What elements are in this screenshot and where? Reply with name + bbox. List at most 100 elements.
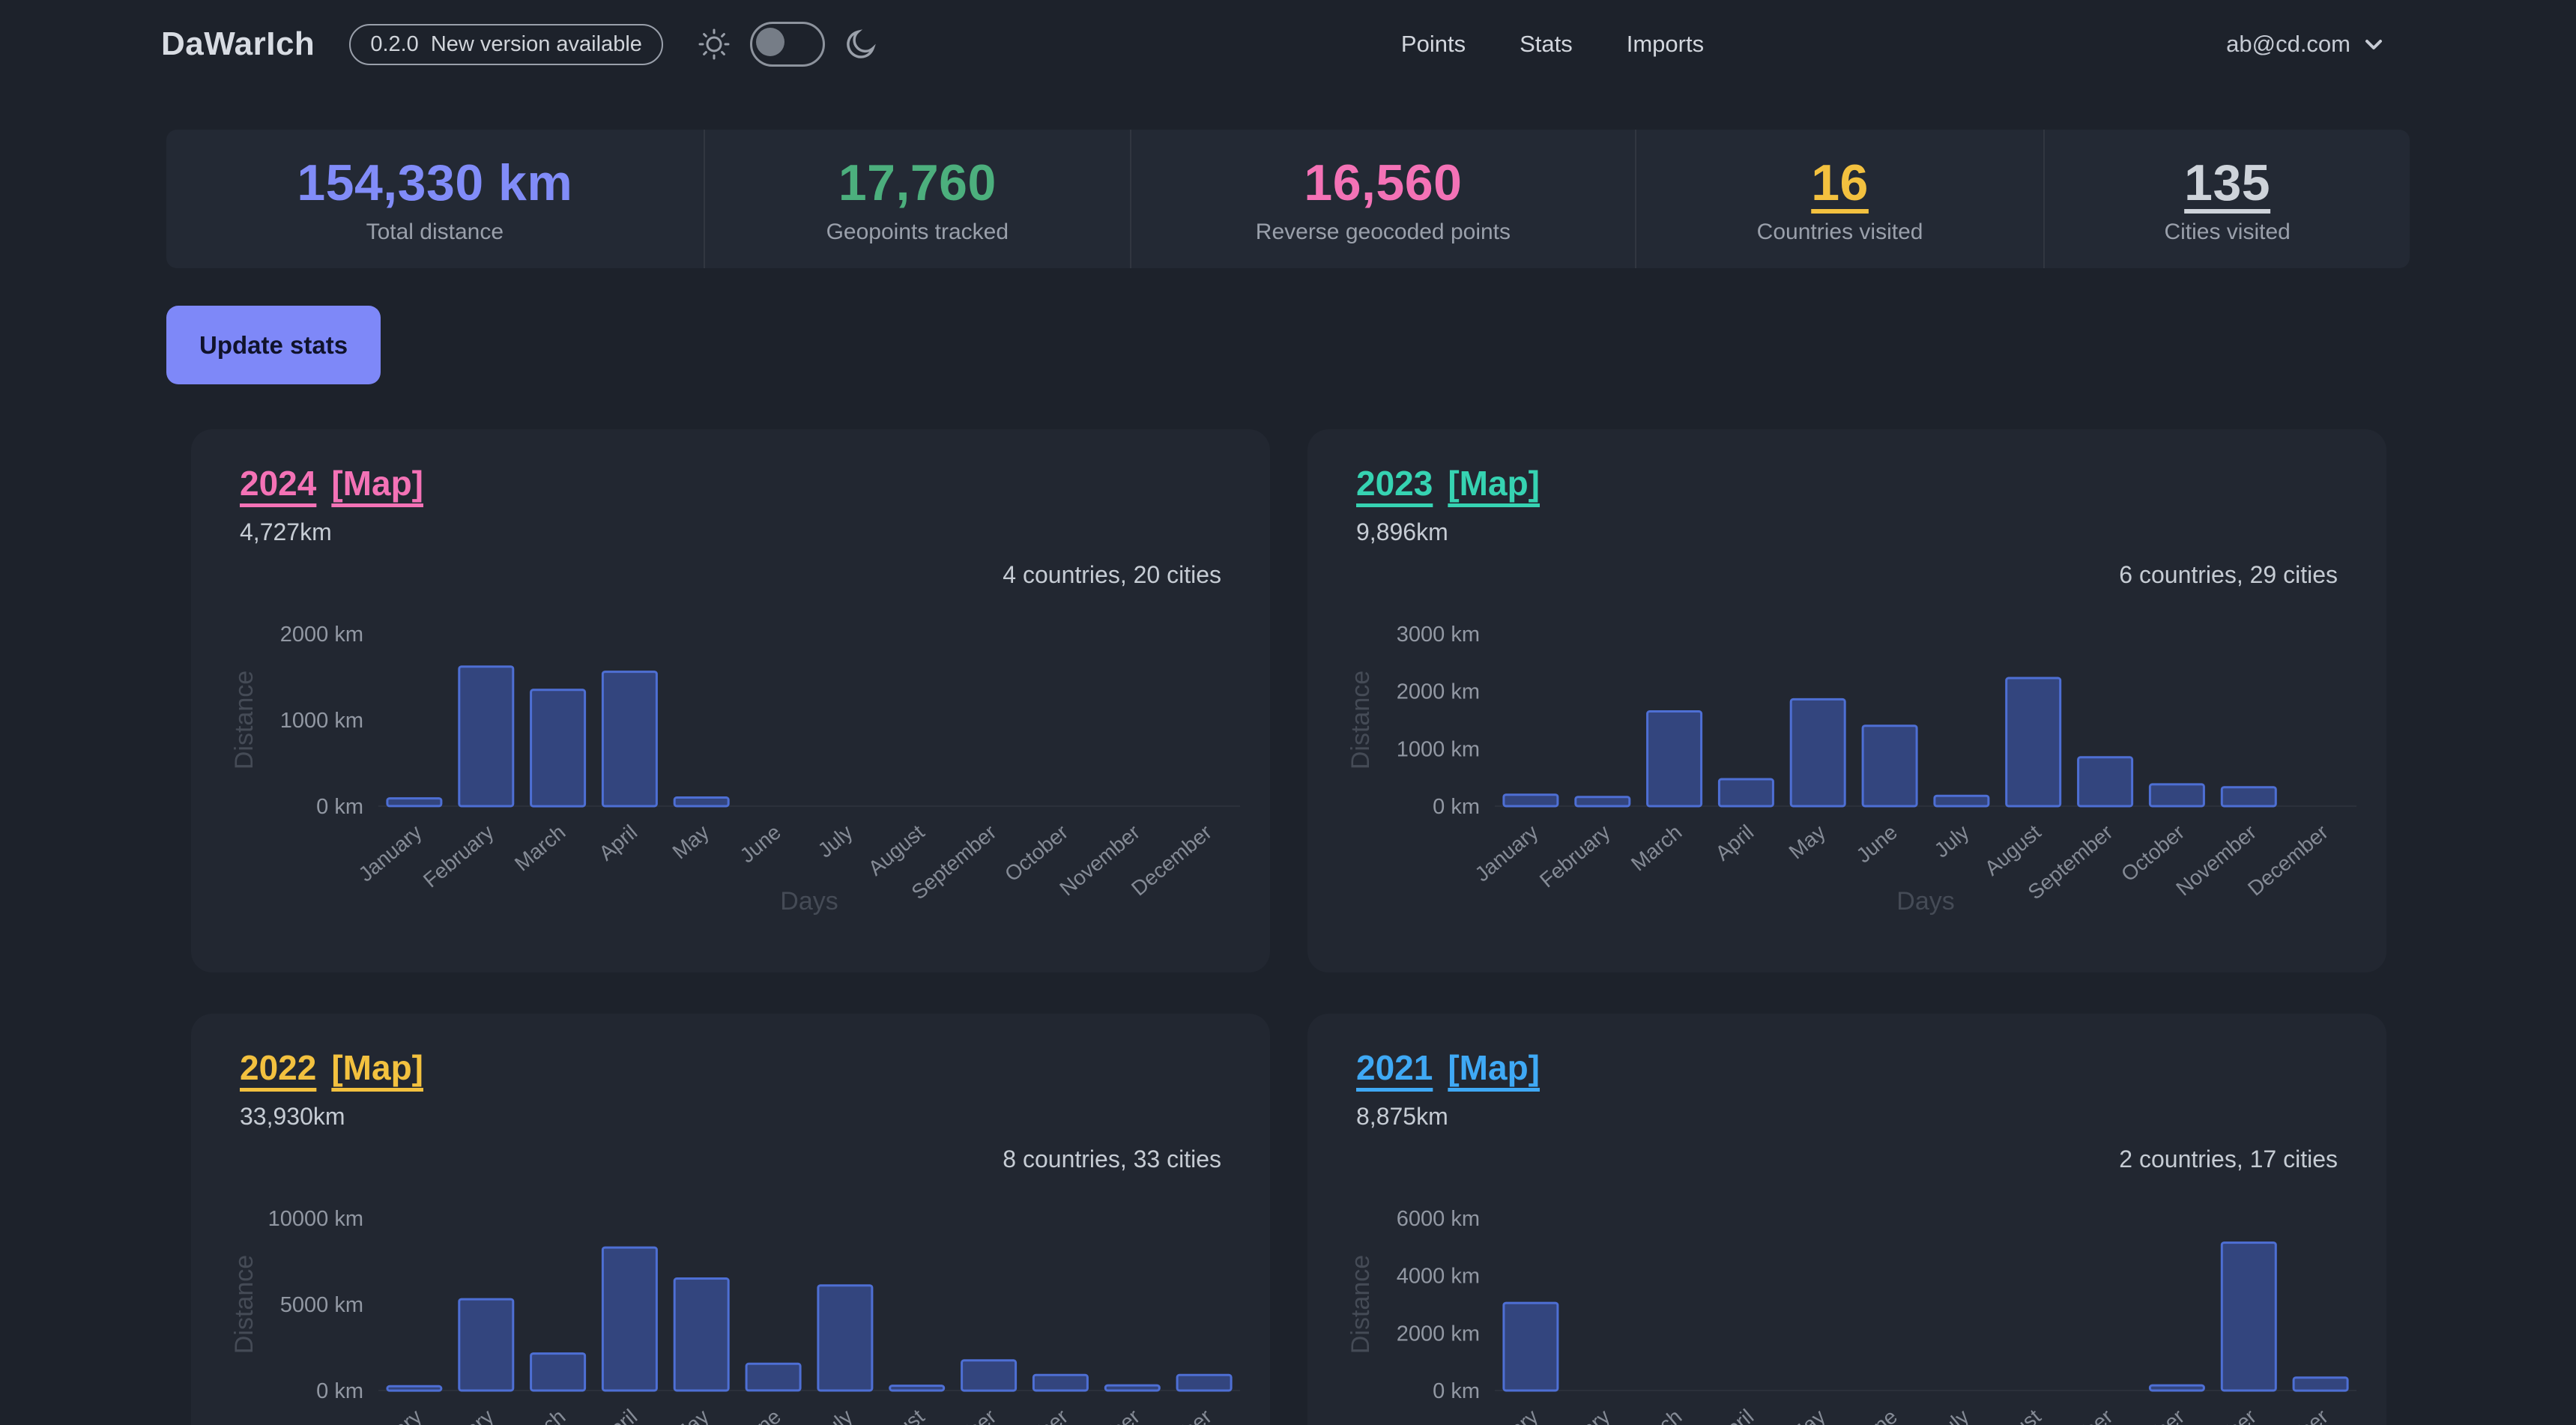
svg-text:6000 km: 6000 km [1397, 1207, 1480, 1231]
svg-text:December: December [1127, 820, 1216, 901]
stat-total-distance-value: 154,330 km [297, 154, 573, 211]
svg-text:Days: Days [780, 887, 838, 916]
stat-geopoints-value: 17,760 [838, 154, 997, 211]
nav-imports[interactable]: Imports [1626, 31, 1705, 57]
app-header: DaWarIch 0.2.0 New version available [0, 0, 2576, 88]
svg-text:0 km: 0 km [1433, 1379, 1480, 1403]
svg-text:July: July [1930, 1405, 1974, 1425]
year-link-2023[interactable]: 2023 [1356, 464, 1433, 503]
svg-text:February: February [419, 1405, 498, 1425]
svg-text:Distance: Distance [230, 671, 258, 769]
moon-icon [844, 27, 879, 61]
year-summary: 4 countries, 20 cities [1003, 561, 1221, 588]
year-summary: 6 countries, 29 cities [2119, 561, 2338, 588]
year-link-2021[interactable]: 2021 [1356, 1048, 1433, 1087]
stat-reverse-geocoded-value: 16,560 [1304, 154, 1463, 211]
svg-text:July: July [814, 820, 857, 862]
svg-text:January: January [1471, 820, 1543, 886]
theme-toggle[interactable] [749, 22, 825, 67]
svg-text:4000 km: 4000 km [1397, 1265, 1480, 1289]
year-summary: 8 countries, 33 cities [1003, 1146, 1221, 1173]
svg-text:May: May [1785, 820, 1830, 864]
svg-text:10000 km: 10000 km [268, 1207, 363, 1231]
svg-text:August: August [1980, 820, 2046, 880]
map-link-2022[interactable]: [Map] [331, 1048, 423, 1087]
year-card-2023: 2023 [Map] 9,896km 6 countries, 29 citie… [1307, 429, 2386, 972]
stat-cities-visited-label: Cities visited [2164, 219, 2291, 244]
user-email: ab@cd.com [2226, 31, 2350, 57]
svg-text:July: July [1930, 820, 1974, 862]
svg-text:June: June [1852, 820, 1902, 868]
svg-text:0 km: 0 km [316, 795, 363, 819]
stat-geopoints: 17,760 Geopoints tracked [705, 130, 1131, 268]
user-menu[interactable]: ab@cd.com [2226, 31, 2385, 58]
stat-countries-visited-label: Countries visited [1756, 219, 1923, 244]
svg-text:December: December [2243, 820, 2332, 901]
stat-total-distance: 154,330 km Total distance [166, 130, 705, 268]
svg-text:June: June [736, 820, 785, 868]
svg-text:Days: Days [1896, 887, 1954, 916]
stat-countries-visited-link[interactable]: 16 [1811, 154, 1869, 211]
svg-text:2000 km: 2000 km [1397, 680, 1480, 704]
svg-text:June: June [1852, 1405, 1902, 1425]
svg-text:August: August [864, 820, 929, 880]
svg-text:May: May [668, 820, 713, 864]
svg-text:March: March [1627, 820, 1687, 876]
sun-icon [698, 28, 731, 61]
svg-text:Distance: Distance [1346, 1255, 1375, 1354]
svg-text:October: October [1000, 1405, 1072, 1425]
new-version-label: New version available [430, 31, 642, 56]
svg-text:June: June [736, 1405, 785, 1425]
stat-countries-visited: 16 Countries visited [1636, 130, 2046, 268]
nav-points[interactable]: Points [1400, 31, 1466, 57]
year-distance: 4,727km [240, 518, 332, 545]
chevron-down-icon [2362, 33, 2385, 55]
stats-summary-strip: 154,330 km Total distance 17,760 Geopoin… [166, 130, 2410, 268]
stat-reverse-geocoded: 16,560 Reverse geocoded points [1131, 130, 1636, 268]
year-card-2022: 2022 [Map] 33,930km 8 countries, 33 citi… [191, 1014, 1270, 1425]
svg-text:3000 km: 3000 km [1397, 623, 1480, 647]
svg-text:January: January [354, 1405, 426, 1425]
year-chart: Distance 0 km 5000 km 10000 km JanuaryFebrua… [221, 1178, 1240, 1425]
svg-text:March: March [1627, 1405, 1687, 1425]
year-link-2022[interactable]: 2022 [240, 1048, 317, 1087]
svg-text:April: April [594, 1405, 641, 1425]
svg-text:April: April [1711, 1405, 1758, 1425]
svg-text:August: August [864, 1405, 929, 1425]
svg-text:Distance: Distance [230, 1255, 258, 1354]
svg-text:2000 km: 2000 km [280, 623, 363, 647]
map-link-2021[interactable]: [Map] [1448, 1048, 1540, 1087]
stat-cities-visited: 135 Cities visited [2045, 130, 2410, 268]
map-link-2023[interactable]: [Map] [1448, 464, 1540, 503]
svg-text:Distance: Distance [1346, 671, 1375, 769]
stat-geopoints-label: Geopoints tracked [826, 219, 1009, 244]
year-chart: Distance 0 km 2000 km 4000 km 6000 km January… [1337, 1178, 2356, 1425]
svg-text:April: April [1711, 820, 1758, 865]
app-logo: DaWarIch [161, 25, 315, 62]
main-nav: Points Stats Imports [1401, 31, 1704, 58]
svg-text:July: July [814, 1405, 857, 1425]
map-link-2024[interactable]: [Map] [331, 464, 423, 503]
year-chart: Distance 0 km 1000 km 2000 km January Februar… [221, 593, 1240, 927]
svg-text:February: February [1535, 1405, 1615, 1425]
svg-text:May: May [1785, 1405, 1830, 1425]
update-stats-button[interactable]: Update stats [166, 306, 381, 384]
year-card-2024: 2024 [Map] 4,727km 4 countries, 20 citie… [191, 429, 1270, 972]
year-link-2024[interactable]: 2024 [240, 464, 317, 503]
version-badge[interactable]: 0.2.0 New version available [349, 23, 663, 65]
year-card-2021: 2021 [Map] 8,875km 2 countries, 17 citie… [1307, 1014, 2386, 1425]
svg-text:October: October [2117, 1405, 2189, 1425]
svg-text:1000 km: 1000 km [1397, 737, 1480, 761]
svg-text:August: August [1980, 1405, 2046, 1425]
svg-text:May: May [668, 1405, 713, 1425]
year-distance: 9,896km [1356, 518, 1448, 545]
version-number: 0.2.0 [370, 31, 419, 56]
theme-toggle-knob [755, 28, 784, 56]
year-summary: 2 countries, 17 cities [2119, 1146, 2338, 1173]
svg-text:5000 km: 5000 km [280, 1293, 363, 1317]
svg-text:February: February [419, 820, 498, 892]
svg-text:2000 km: 2000 km [1397, 1322, 1480, 1346]
nav-stats[interactable]: Stats [1520, 31, 1573, 57]
year-distance: 8,875km [1356, 1103, 1448, 1130]
stat-cities-visited-link[interactable]: 135 [2184, 154, 2271, 211]
